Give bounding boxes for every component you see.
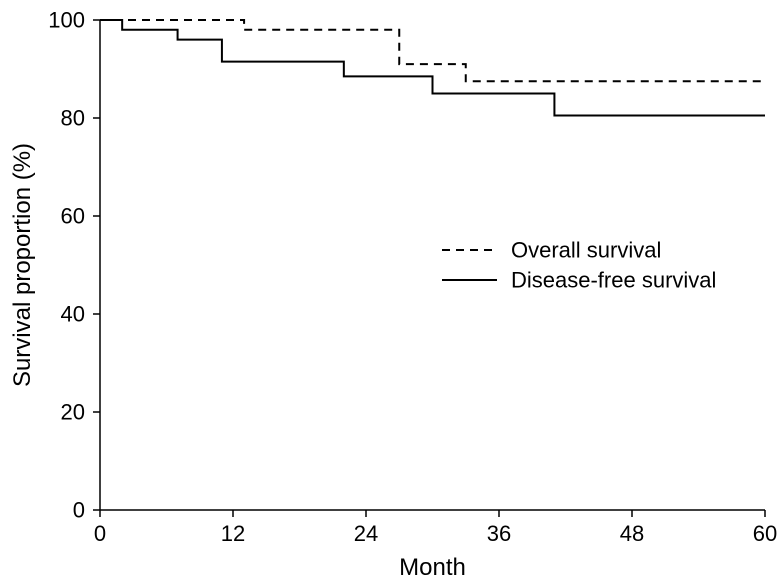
survival-chart: 0 12 24 36 48 60 0 20 40 60 80 100 Month Survival pro… (0, 0, 781, 582)
y-tick-label: 60 (61, 204, 85, 229)
chart-svg: 0 12 24 36 48 60 0 20 40 60 80 100 Month Survival pro… (0, 0, 781, 582)
y-tick-label: 80 (61, 106, 85, 131)
y-tick-label: 0 (73, 498, 85, 523)
y-tick-label: 100 (48, 8, 85, 33)
x-tick-label: 36 (487, 521, 511, 546)
x-tick-label: 24 (354, 521, 378, 546)
y-axis-title: Survival proportion (%) (9, 143, 36, 387)
series-line-1 (100, 20, 765, 116)
legend-label-1: Disease-free survival (511, 268, 716, 293)
x-axis-title: Month (399, 554, 466, 581)
legend-label-0: Overall survival (511, 238, 661, 263)
x-tick-label: 60 (753, 521, 777, 546)
y-tick-label: 40 (61, 302, 85, 327)
y-tick-label: 20 (61, 400, 85, 425)
x-tick-label: 0 (94, 521, 106, 546)
x-tick-label: 12 (221, 521, 245, 546)
x-tick-label: 48 (620, 521, 644, 546)
series-line-0 (100, 20, 765, 81)
